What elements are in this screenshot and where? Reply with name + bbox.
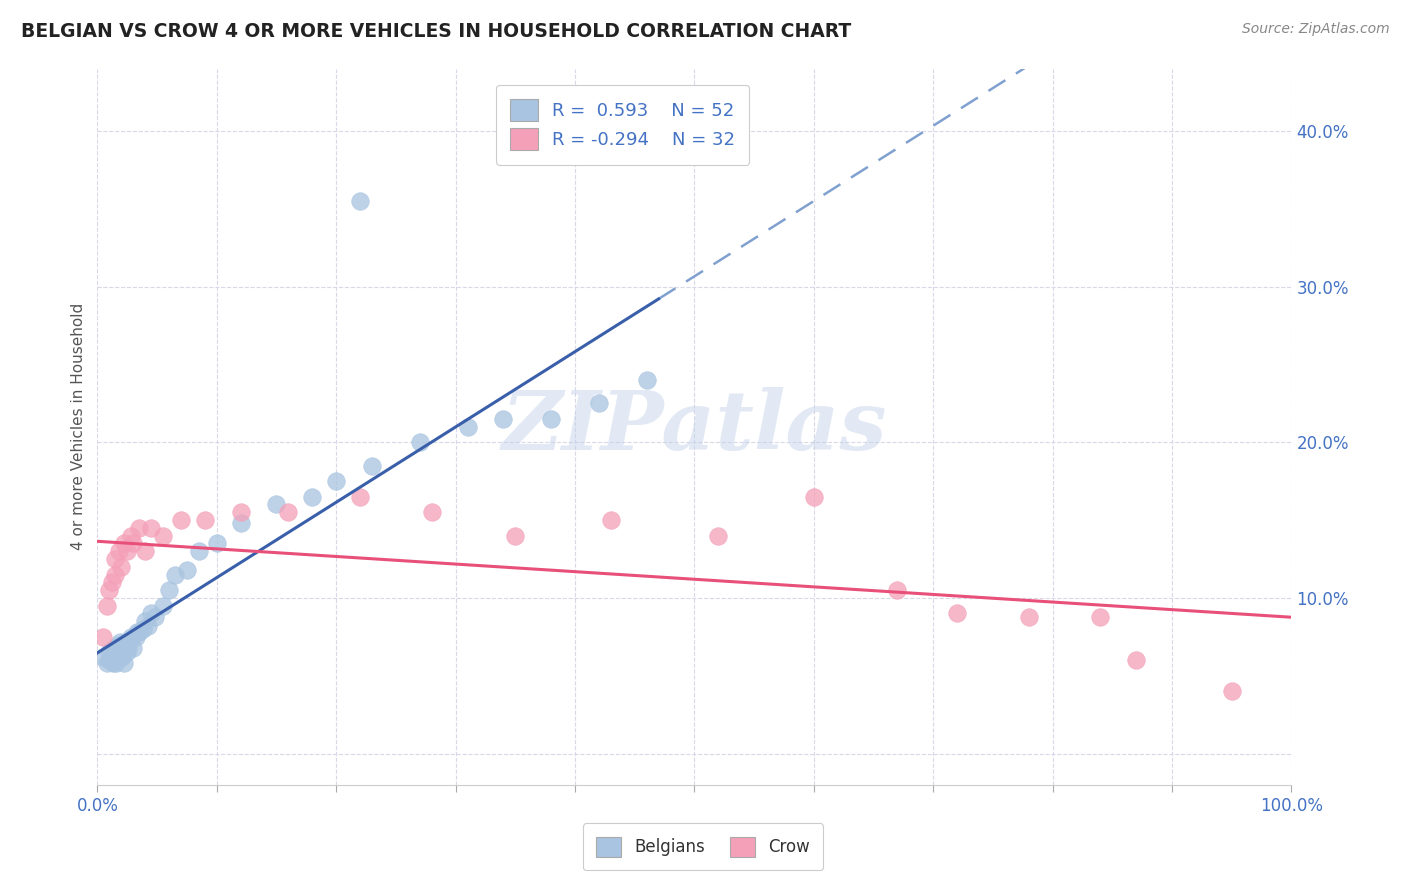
Point: [108, 650, 131, 665]
Point: [110, 559, 132, 574]
Point: [152, 528, 174, 542]
Point: [108, 544, 131, 558]
Point: [588, 396, 610, 410]
Point: [104, 552, 127, 566]
Point: [170, 513, 193, 527]
Point: [128, 625, 150, 640]
Point: [128, 521, 150, 535]
Point: [108, 640, 131, 655]
Point: [115, 645, 138, 659]
Point: [120, 630, 142, 644]
Point: [101, 657, 124, 671]
Text: ZIPatlas: ZIPatlas: [502, 386, 887, 467]
Point: [110, 640, 132, 655]
Point: [112, 638, 135, 652]
Point: [409, 435, 432, 450]
Point: [1125, 653, 1147, 667]
Point: [125, 625, 148, 640]
Text: Source: ZipAtlas.com: Source: ZipAtlas.com: [1241, 22, 1389, 37]
Point: [1090, 609, 1112, 624]
Point: [540, 412, 562, 426]
Point: [132, 622, 155, 636]
Point: [152, 599, 174, 613]
Point: [803, 490, 825, 504]
Point: [143, 609, 166, 624]
Point: [124, 630, 146, 644]
Point: [115, 544, 138, 558]
Point: [1220, 684, 1243, 698]
Point: [457, 419, 479, 434]
Point: [100, 650, 122, 665]
Point: [103, 640, 125, 655]
Point: [707, 528, 730, 542]
Point: [134, 614, 156, 628]
Point: [115, 634, 138, 648]
Point: [886, 583, 908, 598]
Point: [104, 567, 127, 582]
Point: [104, 653, 127, 667]
Point: [114, 640, 136, 655]
Point: [98, 645, 121, 659]
Point: [120, 528, 142, 542]
Point: [96, 657, 118, 671]
Point: [111, 650, 134, 665]
Point: [636, 373, 658, 387]
Point: [105, 657, 128, 671]
Point: [349, 490, 371, 504]
Point: [492, 412, 515, 426]
Point: [108, 634, 131, 648]
Point: [176, 563, 198, 577]
Point: [110, 645, 132, 659]
Point: [599, 513, 621, 527]
Point: [349, 194, 371, 208]
Point: [104, 645, 127, 659]
Point: [157, 583, 180, 598]
Point: [98, 653, 121, 667]
Point: [194, 513, 217, 527]
Point: [122, 640, 145, 655]
Point: [122, 536, 145, 550]
Point: [107, 638, 129, 652]
Legend: Belgians, Crow: Belgians, Crow: [582, 823, 824, 871]
Point: [503, 528, 526, 542]
Point: [136, 619, 159, 633]
Point: [187, 544, 209, 558]
Point: [325, 474, 347, 488]
Point: [134, 544, 156, 558]
Point: [96, 599, 118, 613]
Point: [91, 650, 114, 665]
Point: [163, 567, 186, 582]
Point: [112, 657, 135, 671]
Point: [112, 536, 135, 550]
Point: [205, 536, 228, 550]
Text: BELGIAN VS CROW 4 OR MORE VEHICLES IN HOUSEHOLD CORRELATION CHART: BELGIAN VS CROW 4 OR MORE VEHICLES IN HO…: [21, 22, 852, 41]
Point: [946, 607, 969, 621]
Point: [1018, 609, 1040, 624]
Point: [361, 458, 384, 473]
Point: [266, 498, 288, 512]
Point: [117, 640, 139, 655]
Point: [100, 575, 122, 590]
Point: [115, 638, 138, 652]
Point: [277, 505, 299, 519]
Point: [139, 607, 162, 621]
Point: [139, 521, 162, 535]
Point: [91, 630, 114, 644]
Point: [98, 583, 121, 598]
Point: [229, 505, 252, 519]
Legend: R =  0.593    N = 52, R = -0.294    N = 32: R = 0.593 N = 52, R = -0.294 N = 32: [496, 85, 749, 165]
Point: [301, 490, 323, 504]
Point: [229, 516, 252, 531]
Point: [420, 505, 443, 519]
Y-axis label: 4 or more Vehicles in Household: 4 or more Vehicles in Household: [72, 303, 86, 550]
